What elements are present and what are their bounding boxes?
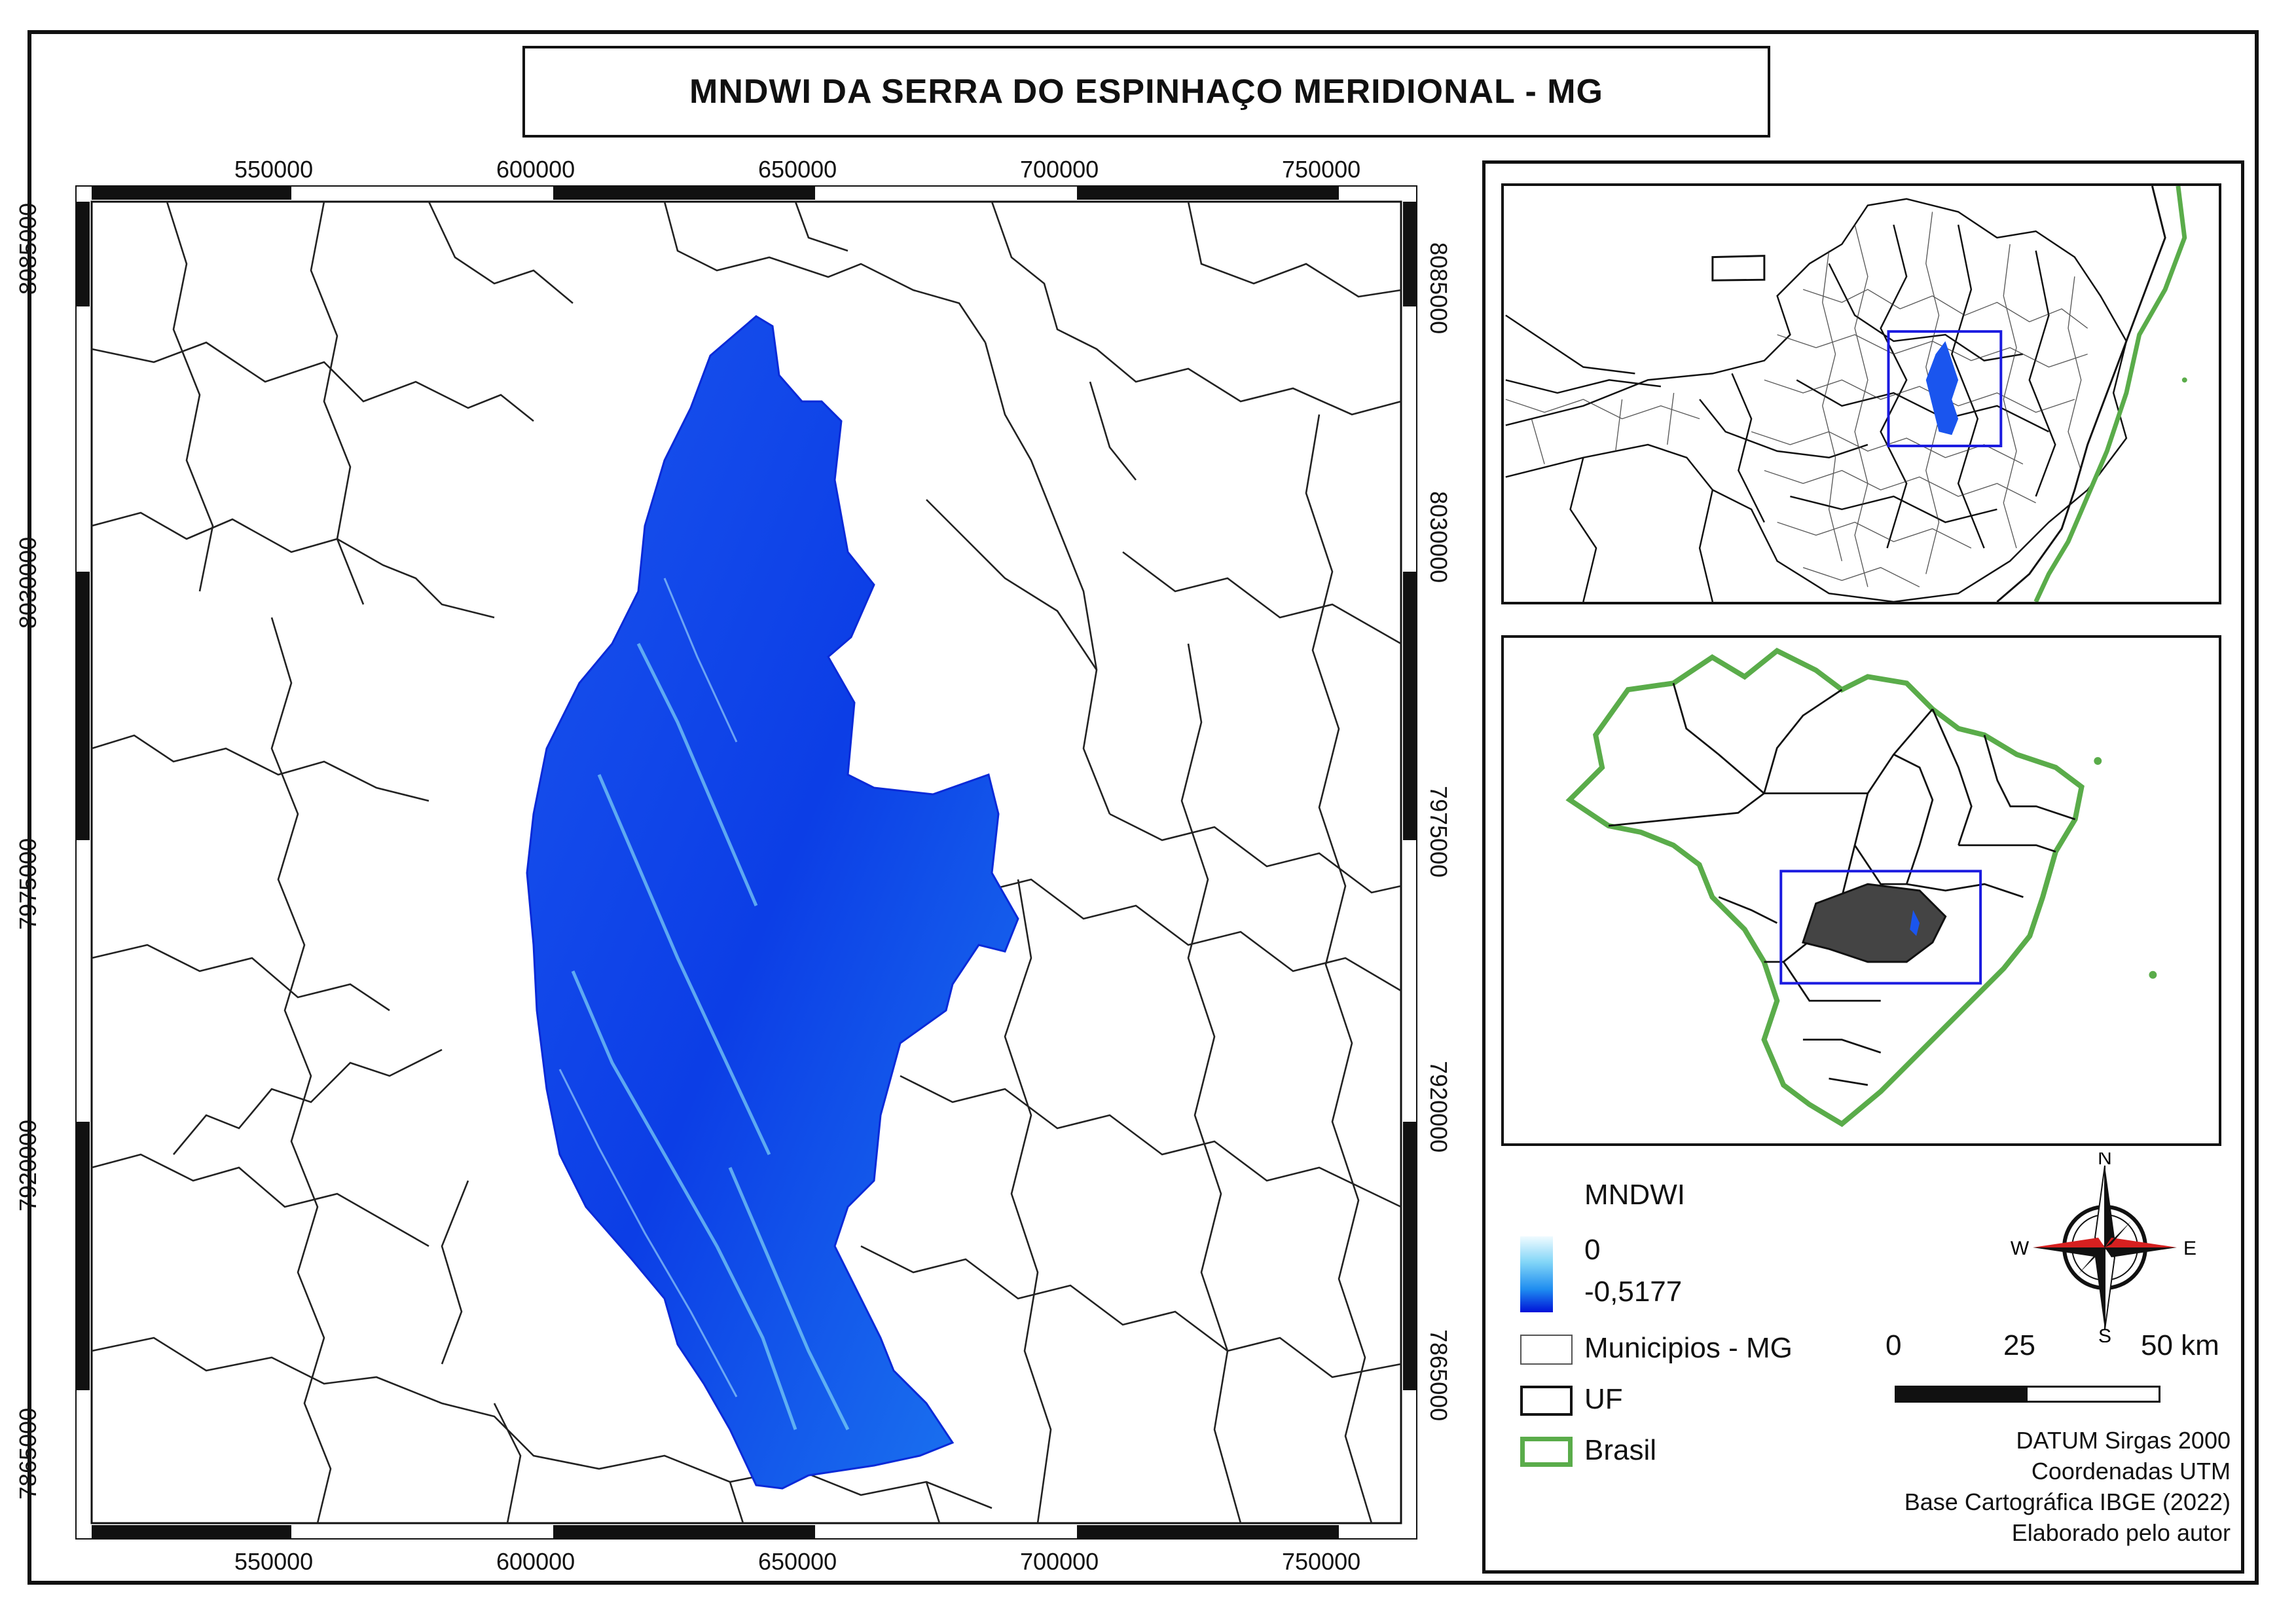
compass-e: E	[2183, 1238, 2196, 1259]
graticule-border	[77, 187, 1416, 1538]
y-label-left-8085000: 8085000	[14, 202, 41, 295]
legend-swatch-municipios	[1520, 1335, 1573, 1365]
scale-bar-frame	[1895, 1386, 2160, 1403]
compass-w: W	[2011, 1238, 2030, 1259]
compass-n: N	[2098, 1153, 2112, 1169]
scale-bar-segment-1	[1897, 1388, 2028, 1401]
legend-swatch-brasil	[1520, 1437, 1573, 1467]
x-label-top-700000: 700000	[1020, 156, 1099, 183]
mg-extent-box	[1779, 870, 1982, 985]
uf-boundaries	[1608, 682, 2076, 1086]
scale-label-50: 50 km	[2141, 1329, 2219, 1361]
outer-frame	[27, 30, 2259, 1585]
mndwi-texture	[571, 642, 850, 1431]
title-box: MNDWI DA SERRA DO ESPINHAÇO MERIDIONAL -…	[522, 46, 1770, 138]
inset-minas-gerais	[1501, 183, 2221, 604]
legend-label-municipios: Municipios - MG	[1584, 1332, 1793, 1364]
mg-outlier	[1711, 255, 1766, 282]
legend-title: MNDWI	[1584, 1179, 1685, 1211]
brasil-outline	[1565, 648, 2085, 1128]
y-label-right-8085000: 8085000	[1425, 242, 1452, 335]
x-label-bottom-600000: 600000	[496, 1548, 575, 1575]
legend-ramp-max: 0	[1584, 1234, 1601, 1266]
credits: DATUM Sirgas 2000 Coordenadas UTM Base C…	[1772, 1425, 2231, 1548]
legend-ramp-min: -0,5177	[1584, 1276, 1683, 1308]
study-extent-box	[1887, 330, 2003, 447]
y-label-left-7975000: 7975000	[14, 838, 41, 930]
mndwi-color-ramp	[1520, 1236, 1553, 1312]
credit-datum: DATUM Sirgas 2000	[2016, 1427, 2231, 1454]
legend-swatch-uf	[1520, 1386, 1573, 1416]
x-label-top-550000: 550000	[234, 156, 314, 183]
y-label-right-7975000: 7975000	[1425, 786, 1452, 878]
x-label-top-600000: 600000	[496, 156, 575, 183]
credit-autor: Elaborado pelo autor	[2011, 1519, 2231, 1546]
mg-state-fill	[1802, 883, 1947, 963]
grid-label-top-1: 550000	[252, 185, 331, 188]
scale-label-25: 25	[2003, 1329, 2035, 1361]
main-map: 550000	[75, 185, 1417, 1540]
legend: MNDWI 0 -0,5177 Municipios - MG UF Brasi…	[1506, 1179, 1872, 1480]
scale-label-0: 0	[1886, 1329, 1902, 1361]
legend-label-brasil: Brasil	[1584, 1434, 1657, 1466]
x-label-bottom-750000: 750000	[1282, 1548, 1361, 1575]
x-label-top-750000: 750000	[1282, 156, 1361, 183]
legend-label-uf: UF	[1584, 1383, 1623, 1415]
y-label-right-7865000: 7865000	[1425, 1329, 1452, 1422]
y-label-right-7920000: 7920000	[1425, 1061, 1452, 1153]
x-label-bottom-650000: 650000	[758, 1548, 837, 1575]
y-label-right-8030000: 8030000	[1425, 491, 1452, 583]
credit-coordenadas: Coordenadas UTM	[2031, 1458, 2231, 1485]
compass-s: S	[2098, 1325, 2111, 1342]
y-label-left-8030000: 8030000	[14, 536, 41, 629]
inset-brasil	[1501, 635, 2221, 1146]
mg-municipios	[1505, 198, 2128, 602]
municipios-boundaries	[91, 201, 1402, 1524]
x-label-top-650000: 650000	[758, 156, 837, 183]
y-label-left-7920000: 7920000	[14, 1119, 41, 1211]
brasil-coast-mg-inset	[2033, 186, 2187, 602]
x-label-bottom-700000: 700000	[1020, 1548, 1099, 1575]
map-title: MNDWI DA SERRA DO ESPINHAÇO MERIDIONAL -…	[689, 73, 1603, 111]
compass-rose-icon: N S E W	[2011, 1153, 2196, 1342]
y-label-left-7865000: 7865000	[14, 1407, 41, 1500]
mndwi-raster	[526, 315, 1019, 1490]
credit-base: Base Cartográfica IBGE (2022)	[1904, 1488, 2231, 1515]
scale-bar: 0 25 50 km	[1866, 1329, 2232, 1414]
right-panel	[1482, 160, 2244, 1574]
uf-boundary	[1996, 186, 2166, 602]
study-area-mini	[1925, 341, 1959, 435]
x-label-bottom-550000: 550000	[234, 1548, 314, 1575]
